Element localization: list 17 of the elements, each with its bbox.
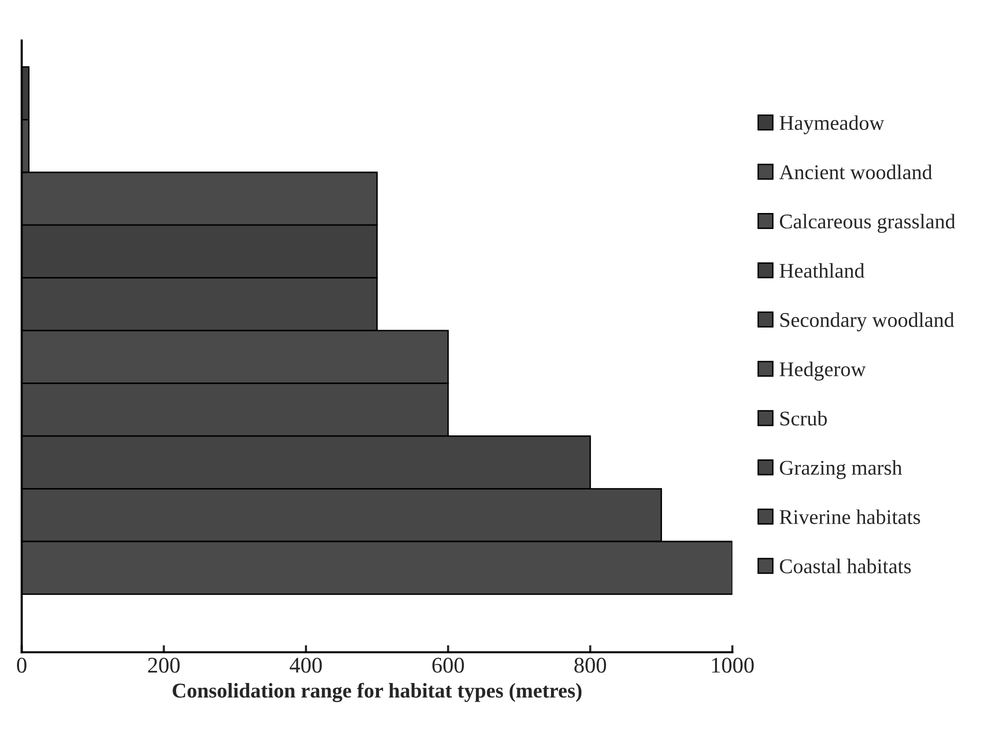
legend-label: Calcareous grassland [780,214,956,233]
legend-label: Coastal habitats [780,558,911,574]
x-axis-title: Consolidation range for habitat types (metres) [172,682,582,702]
legend-label: Haymeadow [780,115,884,134]
x-tick-label: 400 [290,658,322,673]
legend-label: Grazing marsh [780,460,902,480]
x-tick-label: 600 [432,658,464,673]
legend-label: Heathland [780,263,864,278]
x-tick-label: 800 [574,658,606,673]
x-tick-label: 0 [17,658,26,673]
legend-label: Secondary woodland [780,312,954,332]
x-tick-label: 1000 [712,658,754,673]
legend-label: Ancient woodland [779,164,932,180]
x-tick-label: 200 [148,658,180,673]
legend-label: Hedgerow [780,362,866,381]
legend-label: Riverine habitats [780,509,920,524]
legend-label: Scrub [780,410,827,426]
